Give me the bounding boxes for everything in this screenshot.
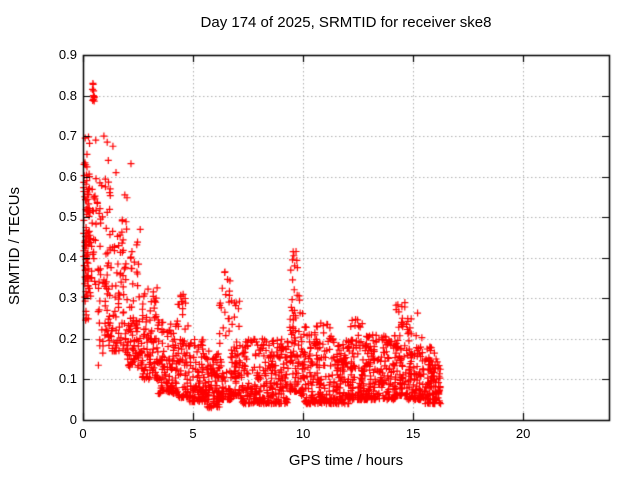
y-tick-label: 0.5 [58, 209, 77, 225]
x-axis-label: GPS time / hours [288, 452, 404, 469]
y-tick-label: 0.3 [58, 290, 77, 306]
x-tick-label: 10 [295, 426, 311, 441]
x-tick-label: 5 [189, 426, 197, 441]
y-tick-label: 0.1 [58, 371, 77, 387]
y-tick-label: 0.8 [58, 87, 77, 103]
y-tick-label: 0.7 [58, 128, 77, 144]
x-tick-label: 15 [405, 426, 421, 441]
y-tick-label: 0 [69, 412, 77, 427]
x-tick-label: 20 [515, 426, 531, 441]
y-tick-label: 0.9 [58, 47, 77, 62]
y-tick-label: 0.6 [58, 168, 77, 184]
y-tick-label: 0.2 [58, 330, 77, 346]
chart-title: Day 174 of 2025, SRMTID for receiver ske… [200, 14, 492, 31]
x-tick-label: 0 [79, 426, 87, 441]
y-tick-label: 0.4 [58, 249, 77, 265]
